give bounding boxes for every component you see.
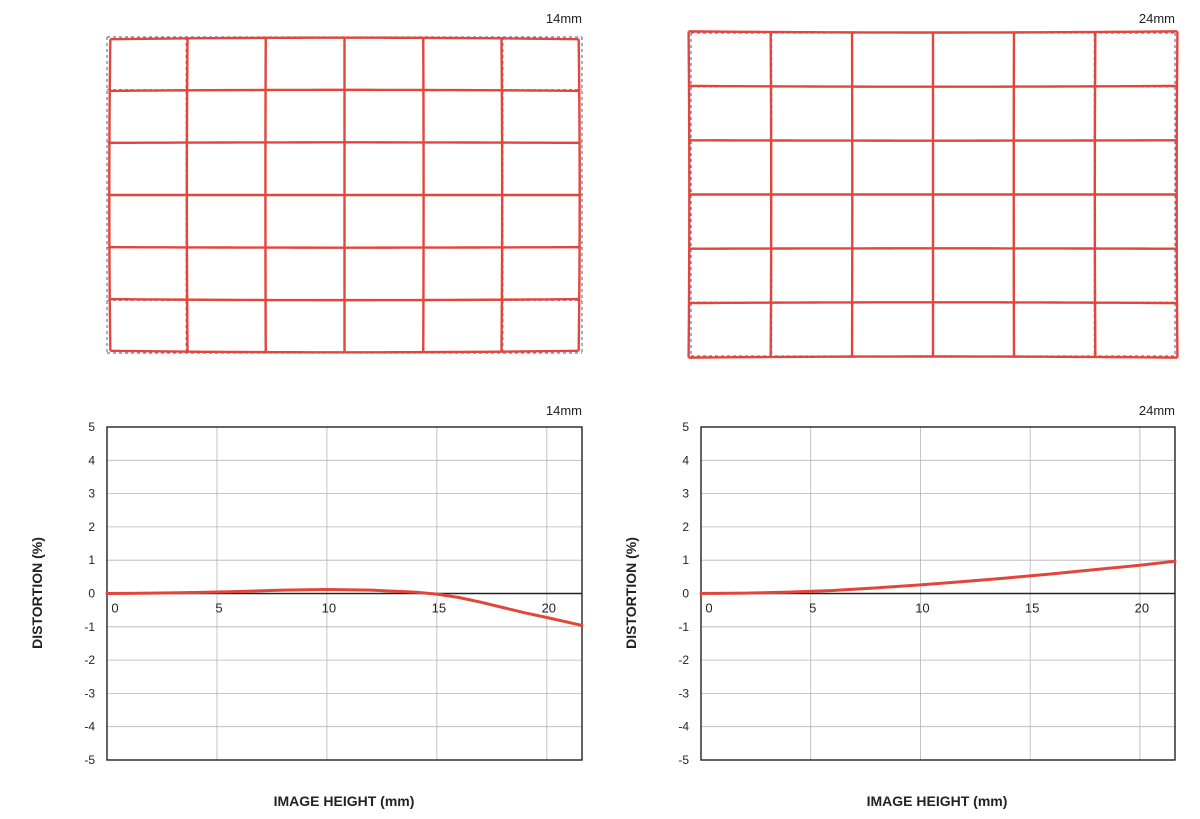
gridlines xyxy=(107,427,582,760)
distorted-grid-line xyxy=(688,301,1178,305)
distorted-grid-line xyxy=(1175,31,1179,358)
grid-label-24mm: 24mm xyxy=(1139,11,1175,26)
chart-title-14mm: 14mm xyxy=(546,403,582,418)
y-tick-label: -3 xyxy=(84,686,95,700)
distorted-grid xyxy=(108,36,581,354)
y-tick-label: 3 xyxy=(682,487,689,501)
y-tick-label: 2 xyxy=(682,520,689,534)
y-tick-label: 5 xyxy=(682,420,689,434)
x-axis-label-24mm: IMAGE HEIGHT (mm) xyxy=(867,793,1008,809)
y-tick-label: 0 xyxy=(682,587,689,601)
y-axis-label-14mm: DISTORTION (%) xyxy=(29,537,45,649)
distorted-grid-line xyxy=(688,84,1178,88)
x-tick-label: 15 xyxy=(1025,601,1039,616)
distorted-grid-line xyxy=(109,88,580,93)
y-tick-label: 0 xyxy=(88,587,95,601)
y-tick-label: -1 xyxy=(84,620,95,634)
distortion-chart-14mm: 14mm IMAGE HEIGHT (mm) DISTORTION (%) 5 4… xyxy=(29,403,584,809)
distorted-grid-line xyxy=(110,36,579,41)
distorted-grid-line xyxy=(687,31,691,358)
x-tick-label: 20 xyxy=(542,601,556,616)
y-tick-label: 1 xyxy=(682,553,689,567)
x-tick-label: 10 xyxy=(322,601,336,616)
y-axis-label-24mm: DISTORTION (%) xyxy=(623,537,639,649)
y-tick-label: -4 xyxy=(678,720,689,734)
distorted-grid-line xyxy=(109,245,580,249)
x-tick-label: 5 xyxy=(215,601,222,616)
x-tick-label: 5 xyxy=(809,601,816,616)
distortion-curve xyxy=(699,559,1177,595)
y-tick-label: 4 xyxy=(88,453,95,467)
y-tick-label: -2 xyxy=(84,653,95,667)
x-tick-label: 0 xyxy=(111,601,118,616)
y-tick-label: -1 xyxy=(678,620,689,634)
distorted-grid-line xyxy=(688,30,1178,34)
distortion-chart-24mm: 24mm IMAGE HEIGHT (mm) DISTORTION (%) 5 4… xyxy=(623,403,1177,809)
distorted-grid-line xyxy=(109,141,580,145)
distorted-grid-line xyxy=(688,355,1178,359)
distorted-grid-line xyxy=(109,297,580,302)
y-tick-label: -4 xyxy=(84,720,95,734)
y-tick-label: 2 xyxy=(88,520,95,534)
distortion-grid-14mm: 14mm xyxy=(106,11,583,354)
y-tick-label: -5 xyxy=(678,753,689,767)
y-tick-label: 4 xyxy=(682,453,689,467)
chart-title-24mm: 24mm xyxy=(1139,403,1175,418)
y-tick-label: -3 xyxy=(678,686,689,700)
distorted-grid-line xyxy=(110,349,579,354)
grid-label-14mm: 14mm xyxy=(546,11,582,26)
distortion-curve xyxy=(105,588,584,627)
distorted-grid xyxy=(687,30,1179,359)
x-tick-label: 0 xyxy=(705,601,712,616)
y-tick-label: -5 xyxy=(84,753,95,767)
x-tick-label: 20 xyxy=(1135,601,1149,616)
x-axis-label-14mm: IMAGE HEIGHT (mm) xyxy=(274,793,415,809)
x-tick-label: 10 xyxy=(915,601,929,616)
x-tick-label: 15 xyxy=(432,601,446,616)
y-tick-label: -2 xyxy=(678,653,689,667)
y-tick-label: 1 xyxy=(88,553,95,567)
y-tick-label: 5 xyxy=(88,420,95,434)
distortion-grid-24mm: 24mm xyxy=(687,11,1179,359)
y-tick-label: 3 xyxy=(88,487,95,501)
